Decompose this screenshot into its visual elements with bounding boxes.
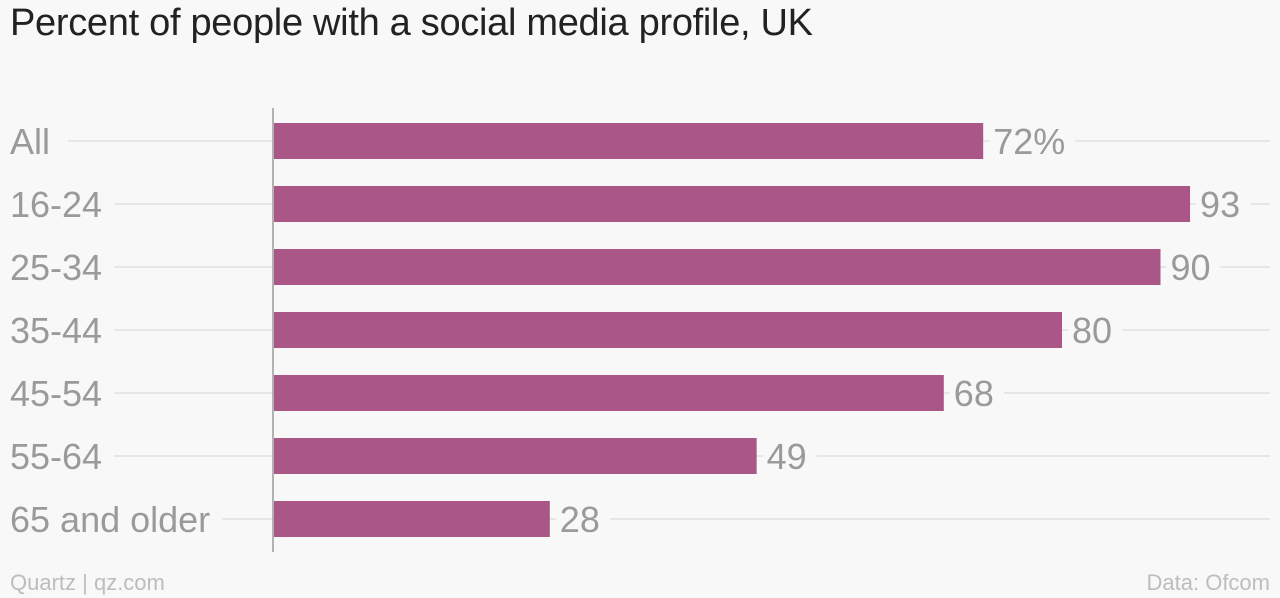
value-label-16-24: 93 (1200, 184, 1240, 225)
value-label-bg-16-24 (1196, 188, 1251, 220)
category-label-16-24: 16-24 (10, 184, 102, 225)
category-label-bg-55-64 (8, 440, 115, 472)
bar-55-64 (274, 438, 757, 474)
category-label-25-34: 25-34 (10, 247, 102, 288)
category-label-55-64: 55-64 (10, 436, 102, 477)
bar-45-54 (274, 375, 944, 411)
category-label-bg-65-and-older (8, 503, 223, 535)
value-label-55-64: 49 (767, 436, 807, 477)
category-label-35-44: 35-44 (10, 310, 102, 351)
value-label-25-34: 90 (1171, 247, 1211, 288)
value-label-45-54: 68 (954, 373, 994, 414)
category-label-65-and-older: 65 and older (10, 499, 210, 540)
value-label-bg-65-and-older (555, 503, 610, 535)
value-label-bg-all (989, 125, 1076, 157)
value-label-65-and-older: 28 (560, 499, 600, 540)
category-label-all: All (10, 121, 50, 162)
chart-title: Percent of people with a social media pr… (10, 2, 813, 44)
value-label-35-44: 80 (1072, 310, 1112, 351)
footer-data-source: Data: Ofcom (1146, 570, 1270, 595)
category-label-45-54: 45-54 (10, 373, 102, 414)
value-label-bg-55-64 (762, 440, 817, 472)
value-label-bg-45-54 (949, 377, 1004, 409)
category-label-bg-25-34 (8, 251, 115, 283)
category-label-bg-16-24 (8, 188, 115, 220)
value-label-bg-35-44 (1068, 314, 1123, 346)
value-label-bg-25-34 (1166, 251, 1221, 283)
bar-65-and-older (274, 501, 550, 537)
category-label-bg-all (8, 125, 63, 157)
value-label-all: 72% (993, 121, 1065, 162)
bar-25-34 (274, 249, 1161, 285)
bar-35-44 (274, 312, 1062, 348)
bar-16-24 (274, 186, 1191, 222)
category-label-bg-45-54 (8, 377, 115, 409)
labels: All 72% 16-24 93 25-34 90 35-44 80 45-54 68 55-64 4… (8, 121, 1251, 540)
category-label-bg-35-44 (8, 314, 115, 346)
bar-all (274, 123, 984, 159)
bars (274, 123, 1191, 537)
footer-source-credit: Quartz | qz.com (10, 570, 165, 595)
